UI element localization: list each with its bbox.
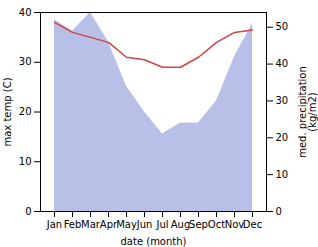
svg-text:Apr: Apr [99,218,118,230]
svg-text:30: 30 [19,56,32,67]
svg-text:10: 10 [276,169,289,180]
svg-text:date (month): date (month) [121,236,187,247]
svg-text:50: 50 [276,21,289,32]
svg-text:May: May [116,219,137,230]
svg-text:30: 30 [276,95,289,106]
svg-text:Mar: Mar [81,219,101,230]
svg-text:Dec: Dec [243,219,262,230]
svg-text:Sep: Sep [189,219,208,230]
svg-text:40: 40 [276,58,289,69]
svg-text:Jul: Jul [155,219,168,230]
svg-text:0: 0 [276,206,282,217]
svg-text:10: 10 [19,156,32,167]
svg-text:Jan: Jan [46,219,62,230]
svg-text:Oct: Oct [208,219,225,230]
svg-text:max temp (C): max temp (C) [2,77,13,146]
svg-text:Aug: Aug [171,219,191,230]
svg-text:20: 20 [276,132,289,143]
svg-text:Jun: Jun [136,219,153,230]
svg-text:20: 20 [19,106,32,117]
svg-text:40: 40 [19,7,32,18]
svg-text:Feb: Feb [64,219,82,230]
svg-text:Nov: Nov [225,219,245,230]
svg-text:med. precipitation(kg/m2): med. precipitation(kg/m2) [297,66,318,158]
svg-text:0: 0 [25,206,31,217]
